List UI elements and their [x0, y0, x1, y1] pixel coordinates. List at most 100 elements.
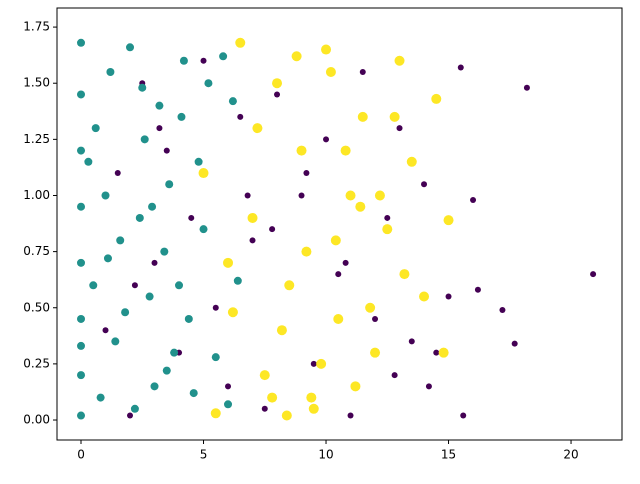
scatter-point: [382, 224, 393, 235]
scatter-point: [372, 315, 379, 322]
scatter-point: [116, 236, 125, 245]
y-tick-label: 1.25: [23, 132, 50, 146]
scatter-point: [470, 196, 477, 203]
y-tick-label: 0.75: [23, 244, 50, 258]
y-tick-label: 1.50: [23, 76, 50, 90]
scatter-point: [198, 168, 209, 179]
scatter-point: [365, 302, 376, 313]
scatter-point: [370, 347, 381, 358]
scatter-point: [281, 410, 292, 421]
scatter-point: [77, 90, 86, 99]
scatter-point: [267, 392, 278, 403]
scatter-point: [419, 291, 430, 302]
scatter-point: [160, 247, 169, 256]
scatter-point: [114, 170, 121, 177]
scatter-point: [316, 358, 327, 369]
scatter-point: [77, 411, 86, 420]
scatter-point: [235, 37, 246, 48]
scatter-point: [175, 281, 184, 290]
scatter-point: [194, 157, 203, 166]
scatter-point: [155, 101, 164, 110]
scatter-point: [433, 349, 440, 356]
scatter-point: [296, 145, 307, 156]
scatter-point: [269, 226, 276, 233]
scatter-point: [126, 43, 135, 52]
scatter-point: [151, 259, 158, 266]
scatter-point: [111, 337, 120, 346]
scatter-point: [103, 254, 112, 263]
scatter-point: [184, 314, 193, 323]
scatter-point: [145, 292, 154, 301]
scatter-point: [77, 146, 86, 155]
x-tick-label: 0: [77, 448, 85, 462]
scatter-point: [306, 392, 317, 403]
x-tick-label: 10: [318, 448, 333, 462]
scatter-point: [177, 112, 186, 121]
plot-frame: [56, 7, 623, 441]
scatter-point: [321, 44, 332, 55]
x-tick-label: 15: [441, 448, 456, 462]
scatter-point: [391, 372, 398, 379]
scatter-point: [340, 145, 351, 156]
scatter-point: [210, 408, 221, 419]
scatter-point: [162, 366, 171, 375]
scatter-point: [224, 400, 233, 409]
scatter-point: [131, 282, 138, 289]
scatter-point: [170, 348, 179, 357]
x-tick-label: 20: [563, 448, 578, 462]
scatter-point: [247, 212, 258, 223]
y-tick-label: 0.00: [23, 413, 50, 427]
y-tick-label: 0.50: [23, 300, 50, 314]
y-tick-label: 1.00: [23, 188, 50, 202]
scatter-point: [345, 190, 356, 201]
scatter-point: [384, 214, 391, 221]
scatter-point: [389, 111, 400, 122]
scatter-point: [77, 202, 86, 211]
scatter-point: [101, 191, 110, 200]
scatter-point: [443, 215, 454, 226]
scatter-point: [77, 258, 86, 267]
scatter-point: [303, 170, 310, 177]
scatter-point: [308, 403, 319, 414]
scatter-point: [212, 304, 219, 311]
scatter-point: [148, 202, 157, 211]
scatter-point: [211, 353, 220, 362]
scatter-point: [237, 113, 244, 120]
scatter-point: [408, 338, 415, 345]
scatter-point: [438, 347, 449, 358]
y-tick-label: 0.25: [23, 356, 50, 370]
scatter-point: [127, 412, 134, 419]
scatter-point: [330, 235, 341, 246]
scatter-point: [140, 135, 149, 144]
scatter-point: [261, 405, 268, 412]
scatter-point: [399, 269, 410, 280]
scatter-point: [199, 225, 208, 234]
scatter-point: [228, 97, 237, 106]
scatter-point: [225, 383, 232, 390]
scatter-point: [163, 147, 170, 154]
scatter-point: [77, 314, 86, 323]
scatter-point: [274, 91, 281, 98]
scatter-point: [179, 56, 188, 65]
scatter-point: [189, 389, 198, 398]
scatter-point: [272, 78, 283, 89]
scatter-point: [188, 214, 195, 221]
scatter-point: [102, 327, 109, 334]
scatter-point: [200, 57, 207, 64]
scatter-point: [233, 276, 242, 285]
scatter-point: [357, 111, 368, 122]
scatter-point: [219, 52, 228, 61]
scatter-point: [347, 412, 354, 419]
scatter-point: [431, 93, 442, 104]
scatter-point: [474, 286, 481, 293]
scatter-point: [335, 271, 342, 278]
scatter-point: [325, 66, 336, 77]
scatter-point: [333, 313, 344, 324]
scatter-point: [244, 192, 251, 199]
scatter-point: [259, 370, 270, 381]
scatter-point: [106, 67, 115, 76]
scatter-point: [77, 341, 86, 350]
scatter-point: [252, 123, 263, 134]
scatter-point: [342, 259, 349, 266]
scatter-point: [249, 237, 256, 244]
